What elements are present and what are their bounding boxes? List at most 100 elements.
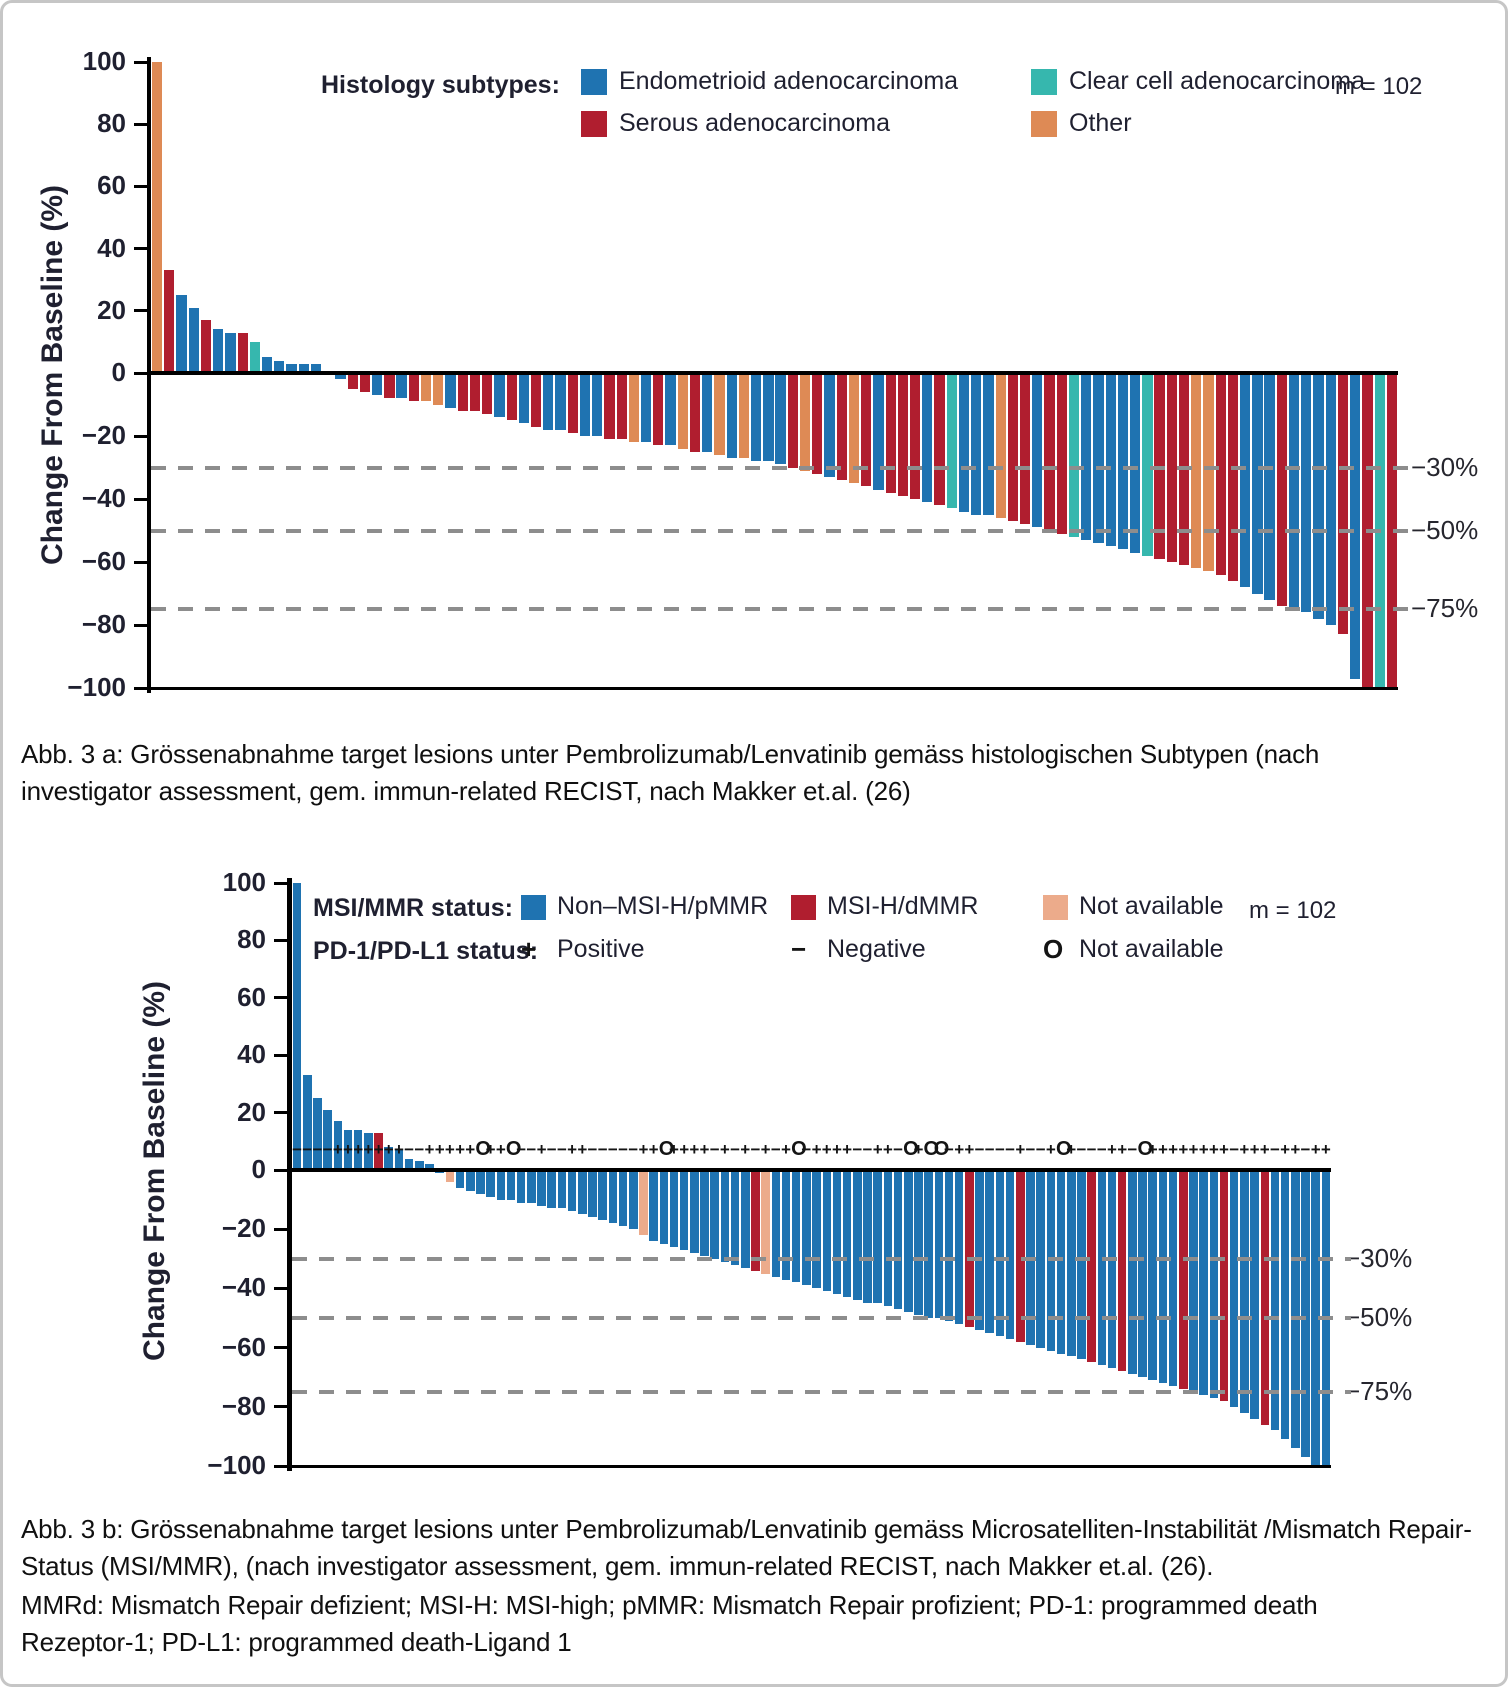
y-axis-spine	[147, 57, 151, 693]
waterfall-bar	[1056, 1170, 1066, 1354]
waterfall-bar	[738, 373, 750, 459]
waterfall-bar	[640, 373, 652, 443]
waterfall-bar	[893, 1170, 903, 1310]
waterfall-bar	[853, 1170, 862, 1301]
waterfall-bar	[791, 1170, 801, 1283]
waterfall-bar	[946, 373, 957, 509]
waterfall-bar	[1288, 373, 1300, 610]
waterfall-bar	[1068, 373, 1080, 537]
waterfall-bar	[1093, 373, 1104, 544]
waterfall-bar	[396, 373, 407, 399]
reference-line	[151, 465, 1418, 470]
legend-label: Negative	[827, 935, 926, 963]
y-tick-mark	[274, 1168, 287, 1172]
reference-line	[292, 1316, 1351, 1320]
waterfall-bar	[415, 1161, 424, 1170]
pd-l1-symbol: −	[302, 1139, 313, 1159]
pd-l1-symbol: +	[536, 1139, 547, 1159]
waterfall-bar	[455, 1170, 465, 1188]
y-tick-label: −60	[221, 1331, 266, 1362]
waterfall-bar	[842, 1170, 852, 1298]
pd-l1-symbol: +	[434, 1139, 445, 1159]
pd-l1-symbol: −	[1096, 1139, 1107, 1159]
y-tick-mark	[274, 1464, 287, 1468]
y-tick-mark	[274, 1227, 287, 1231]
bottom-axis-line	[287, 1465, 1331, 1468]
waterfall-bar	[995, 373, 1006, 518]
waterfall-bar	[922, 373, 933, 503]
y-tick-mark	[134, 434, 147, 438]
waterfall-bar	[985, 1170, 995, 1333]
pd-l1-symbol: −	[516, 1139, 527, 1159]
waterfall-bar	[213, 329, 224, 373]
pd-l1-symbol: +	[1015, 1139, 1026, 1159]
waterfall-bar	[873, 1170, 882, 1304]
waterfall-bar	[445, 373, 456, 408]
pd-l1-symbol: −	[1127, 1139, 1138, 1159]
waterfall-bar	[1280, 1170, 1290, 1440]
waterfall-bar	[598, 1170, 607, 1221]
waterfall-bar	[374, 1132, 383, 1170]
waterfall-bar	[1199, 1170, 1208, 1395]
y-tick-mark	[134, 686, 147, 690]
waterfall-bar	[188, 307, 199, 373]
waterfall-bar	[457, 373, 468, 411]
waterfall-bar	[404, 1158, 414, 1170]
waterfall-bar	[934, 1170, 944, 1318]
waterfall-bar	[527, 1170, 536, 1203]
reference-line-label: −50%	[1411, 514, 1479, 545]
legend-swatch	[1043, 895, 1068, 920]
pd-l1-symbol: −	[312, 1139, 323, 1159]
pd-l1-symbol: −	[618, 1139, 628, 1159]
y-tick-label: −40	[221, 1272, 266, 1303]
zero-baseline	[147, 371, 1398, 375]
waterfall-bar	[1087, 1170, 1096, 1363]
pd-l1-symbol: −	[994, 1139, 1005, 1159]
waterfall-bar	[1130, 373, 1141, 553]
pd-l1-symbol: +	[567, 1139, 578, 1159]
waterfall-bar	[659, 1170, 669, 1244]
waterfall-bar	[983, 373, 994, 515]
waterfall-bar	[1215, 373, 1226, 575]
pd-l1-symbol: +	[831, 1139, 842, 1159]
y-tick-mark	[274, 996, 287, 1000]
pd-l1-symbol: +	[882, 1139, 893, 1159]
waterfall-bar	[934, 373, 945, 506]
pd-l1-symbol: O	[903, 1137, 919, 1160]
waterfall-bar	[225, 332, 236, 373]
y-tick-mark	[134, 371, 147, 375]
waterfall-bar	[787, 373, 798, 468]
waterfall-bar	[1301, 1170, 1310, 1458]
waterfall-bar	[394, 1149, 404, 1170]
waterfall-bar	[1044, 373, 1055, 531]
y-tick-label: −100	[67, 672, 126, 702]
pd-l1-symbol: +	[1178, 1139, 1189, 1159]
waterfall-bar	[537, 1170, 546, 1206]
waterfall-bar	[1240, 1170, 1249, 1413]
y-tick-label: −20	[81, 420, 126, 450]
reference-line-label: −75%	[1411, 593, 1479, 624]
legend-label: Other	[1069, 109, 1132, 137]
waterfall-bar	[1229, 1170, 1239, 1407]
waterfall-bar	[420, 373, 432, 402]
caption-abb-3a: Abb. 3 a: Grössenabnahme target lesions …	[21, 739, 1320, 806]
waterfall-bar	[262, 357, 273, 373]
waterfall-bar	[384, 373, 395, 399]
pd-l1-symbol: +	[740, 1139, 751, 1159]
waterfall-bar	[1350, 373, 1361, 679]
y-tick-label: 0	[111, 357, 126, 387]
waterfall-bar	[1158, 1170, 1168, 1384]
y-tick-mark	[134, 60, 147, 64]
waterfall-bar	[1097, 1170, 1107, 1366]
waterfall-bar	[433, 373, 444, 405]
y-tick-label: −80	[221, 1390, 266, 1421]
pd-l1-symbol: −	[862, 1139, 873, 1159]
y-tick-label: 60	[237, 981, 266, 1012]
legend-symbol-circle: O	[1043, 934, 1064, 964]
waterfall-bar	[1128, 1170, 1137, 1375]
pd-l1-symbol: +	[577, 1139, 588, 1159]
waterfall-bar	[885, 373, 896, 493]
pd-l1-symbol: +	[954, 1139, 965, 1159]
waterfall-bar	[812, 373, 823, 474]
pd-l1-symbol: +	[465, 1139, 476, 1159]
